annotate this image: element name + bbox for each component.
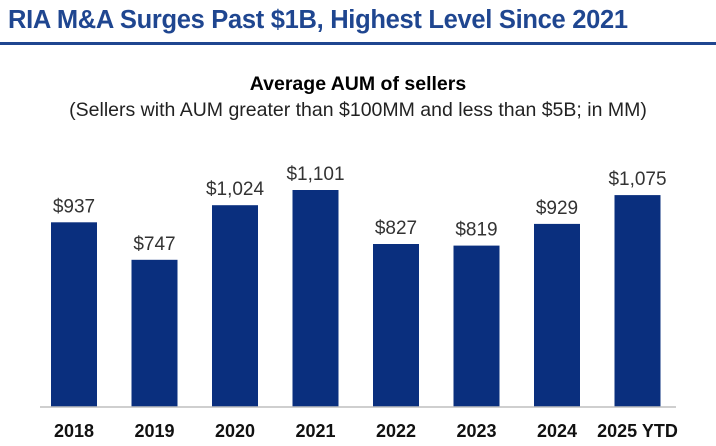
chart-subtitle: (Sellers with AUM greater than $100MM an…	[69, 99, 647, 121]
category-labels: 2018 2019 2020 2021 2022 2023 2024 2025 YTD	[54, 421, 678, 441]
bar-2020	[212, 205, 258, 407]
value-label: $819	[455, 220, 497, 241]
value-label: $747	[133, 234, 175, 255]
bar-2022	[373, 244, 419, 407]
bar-2018	[51, 222, 97, 407]
headline-rule	[0, 42, 716, 45]
value-labels: $937 $747 $1,024 $1,101 $827 $819 $929 $1,075	[53, 164, 667, 255]
category-label: 2023	[456, 421, 496, 441]
category-label: 2021	[295, 421, 335, 441]
bar-2023	[453, 245, 500, 407]
category-label: 2020	[215, 421, 255, 441]
value-label: $937	[53, 196, 95, 217]
value-label: $1,075	[608, 169, 666, 190]
category-label: 2022	[376, 421, 416, 441]
bar-series	[51, 190, 661, 407]
category-label: 2019	[134, 421, 174, 441]
category-label: 2024	[537, 421, 577, 441]
value-label: $1,024	[206, 179, 265, 200]
category-label: 2018	[54, 421, 94, 441]
page-headline: RIA M&A Surges Past $1B, Highest Level S…	[8, 6, 628, 34]
bar-2021	[292, 190, 339, 407]
chart-title: Average AUM of sellers	[249, 73, 467, 95]
bar-2025-ytd	[614, 195, 661, 407]
category-label: 2025 YTD	[597, 421, 678, 441]
value-label: $929	[536, 198, 578, 219]
bar-2024	[534, 223, 580, 407]
value-label: $1,101	[286, 164, 344, 185]
bar-2019	[131, 259, 178, 407]
value-label: $827	[375, 218, 417, 239]
